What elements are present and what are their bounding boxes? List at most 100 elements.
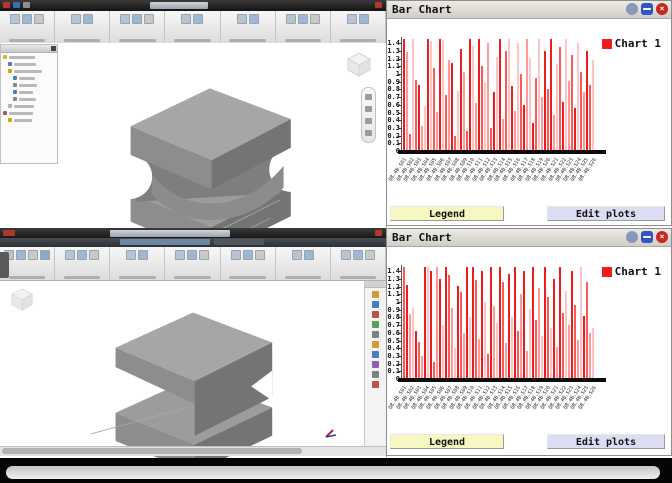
palette-tool-icon[interactable] (372, 351, 379, 358)
tree-item[interactable] (3, 117, 57, 123)
close-icon[interactable] (375, 230, 382, 236)
chart-title-bar[interactable]: Bar Chart × (387, 1, 671, 19)
tree-item[interactable] (3, 96, 57, 102)
tool-button[interactable] (199, 250, 210, 260)
tree-item[interactable] (3, 89, 57, 95)
tool-button[interactable] (40, 250, 51, 260)
tool-button[interactable] (120, 14, 131, 24)
tool-button[interactable] (242, 250, 253, 260)
tool-button[interactable] (364, 250, 375, 260)
tool-button[interactable] (89, 250, 100, 260)
navigation-bar[interactable] (361, 87, 376, 143)
pan-icon[interactable] (365, 94, 372, 100)
tool-button[interactable] (297, 14, 308, 24)
tool-button[interactable] (16, 250, 27, 260)
palette-tool-icon[interactable] (372, 321, 379, 328)
tool-button[interactable] (22, 14, 33, 24)
tool-button[interactable] (138, 250, 149, 260)
tree-item[interactable] (3, 110, 57, 116)
tool-button[interactable] (340, 250, 351, 260)
undo-icon[interactable] (23, 2, 30, 8)
edit-plots-button[interactable]: Edit plots (547, 206, 665, 221)
orbit-icon[interactable] (365, 118, 372, 124)
minimize-button[interactable] (626, 3, 638, 15)
legend-button[interactable]: Legend (390, 206, 504, 221)
3d-viewport[interactable] (0, 281, 386, 458)
tool-button[interactable] (230, 250, 241, 260)
palette-tool-icon[interactable] (372, 311, 379, 318)
tab[interactable] (214, 239, 264, 245)
palette-tab[interactable] (0, 252, 9, 278)
tool-button[interactable] (248, 14, 259, 24)
palette-tool-icon[interactable] (372, 371, 379, 378)
tool-button[interactable] (303, 250, 314, 260)
tool-button[interactable] (126, 250, 137, 260)
tool-button[interactable] (10, 14, 21, 24)
save-icon[interactable] (13, 2, 20, 8)
close-button[interactable]: × (656, 3, 668, 15)
progress-bar[interactable] (6, 466, 660, 479)
3d-model-spool[interactable] (92, 83, 324, 228)
tool-button[interactable] (28, 250, 39, 260)
tool-button[interactable] (352, 250, 363, 260)
tree-item[interactable] (3, 75, 57, 81)
tree-item[interactable] (3, 68, 57, 74)
viewcube-icon[interactable] (10, 287, 34, 311)
zoom-icon[interactable] (365, 106, 372, 112)
minimize-button[interactable] (626, 231, 638, 243)
close-button[interactable]: × (656, 231, 668, 243)
active-tab[interactable] (120, 239, 210, 245)
x-tick-label: Q8.4B.S08 (440, 157, 462, 183)
palette-tool-icon[interactable] (372, 291, 379, 298)
tool-button[interactable] (285, 14, 296, 24)
app-logo-icon[interactable] (3, 2, 10, 8)
tool-button[interactable] (34, 14, 45, 24)
cad-title-bar[interactable] (0, 228, 386, 239)
cad-window-bottom (0, 228, 387, 458)
tool-button[interactable] (254, 250, 265, 260)
3d-model-notched-block[interactable] (68, 309, 318, 458)
tool-button[interactable] (358, 14, 369, 24)
maximize-button[interactable] (641, 231, 653, 243)
tool-button[interactable] (65, 250, 76, 260)
tree-item[interactable] (3, 82, 57, 88)
palette-tool-icon[interactable] (372, 381, 379, 388)
menu-strip[interactable] (0, 238, 386, 247)
tool-button[interactable] (346, 14, 357, 24)
tool-button[interactable] (83, 14, 94, 24)
palette-tool-icon[interactable] (372, 341, 379, 348)
tool-button[interactable] (187, 250, 198, 260)
app-logo-icon[interactable] (3, 230, 15, 236)
viewcube-icon[interactable] (346, 51, 372, 77)
tool-button[interactable] (144, 14, 155, 24)
horizontal-scrollbar[interactable] (0, 446, 386, 456)
chart-title-bar[interactable]: Bar Chart × (387, 229, 671, 247)
tree-item[interactable] (3, 103, 57, 109)
tool-button[interactable] (71, 14, 82, 24)
close-panel-icon[interactable] (51, 46, 56, 51)
bar-chart-window-bottom: Bar Chart × 1.41.31.21.110.90.80.70.60.5… (386, 228, 672, 456)
tool-button[interactable] (236, 14, 247, 24)
palette-tool-icon[interactable] (372, 301, 379, 308)
edit-plots-button[interactable]: Edit plots (547, 434, 665, 449)
tool-button[interactable] (77, 250, 88, 260)
tree-item[interactable] (3, 54, 57, 60)
tool-button[interactable] (193, 14, 204, 24)
tool-button[interactable] (309, 14, 320, 24)
palette-tool-icon[interactable] (372, 331, 379, 338)
scrollbar-thumb[interactable] (2, 448, 302, 454)
palette-header[interactable] (365, 281, 386, 288)
tool-button[interactable] (291, 250, 302, 260)
maximize-button[interactable] (641, 3, 653, 15)
browser-panel-header[interactable] (1, 45, 57, 53)
close-icon[interactable] (375, 2, 382, 8)
palette-tool-icon[interactable] (372, 361, 379, 368)
tool-button[interactable] (181, 14, 192, 24)
tool-button[interactable] (175, 250, 186, 260)
tree-item[interactable] (3, 61, 57, 67)
cad-title-bar[interactable] (0, 0, 386, 11)
3d-viewport[interactable] (0, 43, 386, 228)
tool-button[interactable] (132, 14, 143, 24)
legend-button[interactable]: Legend (390, 434, 504, 449)
look-icon[interactable] (365, 130, 372, 136)
